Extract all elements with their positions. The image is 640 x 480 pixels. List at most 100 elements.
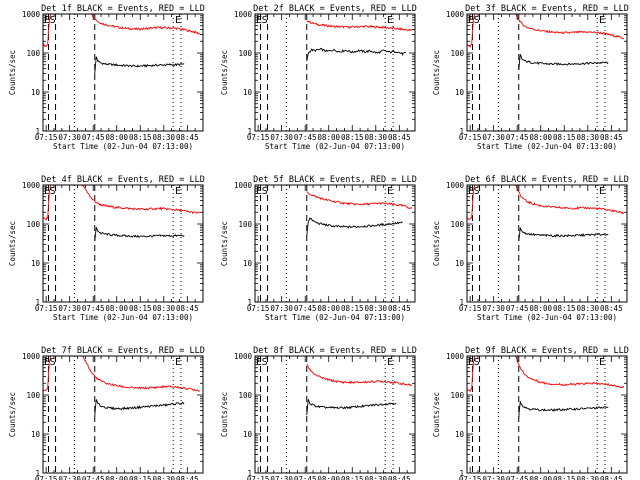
panel-title: Det 3f BLACK = Events, RED = LLD — [465, 4, 629, 14]
x-tick-label: 07:30 — [58, 304, 81, 313]
y-tick-label: 100 — [238, 49, 252, 58]
series-line-events — [306, 399, 397, 416]
detector-panel-9: Det 9f BLACK = Events, RED = LLD 1 10 100 10… — [432, 346, 629, 480]
panel-title: Det 1f BLACK = Events, RED = LLD — [41, 4, 205, 14]
series-line-lld — [467, 14, 625, 48]
series-line-lld — [43, 14, 201, 48]
y-tick-label: 1 — [35, 298, 40, 307]
y-tick-label: 1000 — [22, 10, 41, 19]
series-line-events — [518, 227, 609, 241]
y-tick-label: 1 — [459, 127, 464, 136]
x-tick-label: 08:00 — [105, 133, 128, 142]
y-tick-label: 1 — [247, 298, 252, 307]
x-tick-label: 08:45 — [600, 475, 623, 480]
x-tick-label: 07:15 — [459, 475, 482, 480]
x-tick-label: 08:30 — [364, 475, 387, 480]
segment-marker: E — [468, 357, 474, 368]
y-tick-label: 1 — [459, 298, 464, 307]
x-tick-label: 07:45 — [82, 475, 105, 480]
panel-title: Det 9f BLACK = Events, RED = LLD — [465, 346, 629, 356]
y-tick-label: 10 — [31, 430, 41, 439]
series-line-events — [94, 399, 185, 417]
x-axis-label: Start Time (02-Jun-04 07:13:00) — [265, 142, 405, 151]
x-tick-label: 08:00 — [317, 133, 340, 142]
x-tick-label: 08:45 — [388, 304, 411, 313]
y-axis-label: Counts/sec — [8, 50, 17, 95]
x-tick-label: 07:30 — [270, 133, 293, 142]
y-tick-label: 100 — [238, 391, 252, 400]
segment-marker: S — [474, 15, 480, 26]
y-tick-label: 1 — [459, 469, 464, 478]
y-tick-label: 100 — [26, 391, 40, 400]
x-tick-label: 08:15 — [553, 133, 576, 142]
y-tick-label: 1000 — [22, 352, 41, 361]
panel-data — [43, 356, 201, 473]
panel-title: Det 6f BLACK = Events, RED = LLD — [465, 175, 629, 185]
x-tick-label: 08:30 — [152, 304, 175, 313]
y-tick-label: 10 — [31, 88, 41, 97]
y-tick-label: 100 — [238, 220, 252, 229]
plot-frame — [254, 184, 416, 303]
series-line-lld — [43, 185, 201, 221]
x-axis-label: Start Time (02-Jun-04 07:13:00) — [265, 313, 405, 322]
segment-marker: E — [175, 357, 181, 368]
y-tick-label: 1 — [247, 127, 252, 136]
y-tick-label: 100 — [450, 220, 464, 229]
x-tick-label: 08:00 — [317, 304, 340, 313]
segment-marker: S — [262, 15, 268, 26]
segment-marker: S — [262, 186, 268, 197]
x-tick-label: 08:45 — [176, 133, 199, 142]
y-tick-label: 1 — [35, 127, 40, 136]
segment-marker: E — [468, 15, 474, 26]
x-axis-label: Start Time (02-Jun-04 07:13:00) — [53, 313, 193, 322]
y-tick-label: 10 — [455, 259, 465, 268]
x-tick-label: 08:45 — [388, 475, 411, 480]
panel-data — [259, 356, 413, 473]
x-tick-label: 07:45 — [294, 133, 317, 142]
y-tick-label: 10 — [31, 259, 41, 268]
segment-marker: E — [599, 186, 605, 197]
x-tick-label: 07:30 — [270, 475, 293, 480]
x-tick-label: 08:00 — [105, 475, 128, 480]
x-tick-label: 08:15 — [341, 133, 364, 142]
x-tick-label: 07:30 — [482, 304, 505, 313]
x-tick-label: 07:30 — [482, 133, 505, 142]
x-tick-label: 08:45 — [600, 304, 623, 313]
x-tick-label: 07:15 — [459, 133, 482, 142]
y-tick-label: 1000 — [446, 181, 465, 190]
x-tick-label: 08:30 — [576, 304, 599, 313]
detector-panel-3: Det 3f BLACK = Events, RED = LLD 1 10 100 10… — [432, 4, 629, 151]
panel-title: Det 7f BLACK = Events, RED = LLD — [41, 346, 205, 356]
segment-marker: S — [50, 357, 56, 368]
y-tick-label: 1 — [35, 469, 40, 478]
segment-marker: E — [256, 186, 262, 197]
x-tick-label: 08:00 — [529, 133, 552, 142]
x-tick-label: 07:15 — [35, 475, 58, 480]
panel-data — [467, 14, 625, 131]
x-tick-label: 08:00 — [105, 304, 128, 313]
detector-panel-2: Det 2f BLACK = Events, RED = LLD 1 10 100 10… — [220, 4, 417, 151]
series-line-lld — [306, 20, 413, 32]
y-tick-label: 10 — [243, 88, 253, 97]
y-axis-label: Counts/sec — [432, 392, 441, 437]
segment-marker: S — [474, 357, 480, 368]
x-tick-label: 07:45 — [82, 304, 105, 313]
segment-marker: E — [44, 186, 50, 197]
x-tick-label: 07:15 — [247, 475, 270, 480]
plot-frame — [42, 184, 204, 303]
detector-panel-5: Det 5f BLACK = Events, RED = LLD 1 10 100 10… — [220, 175, 417, 322]
detector-panel-7: Det 7f BLACK = Events, RED = LLD 1 10 100 10… — [8, 346, 205, 480]
x-tick-label: 07:45 — [82, 133, 105, 142]
x-tick-label: 08:00 — [529, 475, 552, 480]
plot-frame — [254, 355, 416, 474]
x-tick-label: 07:30 — [482, 475, 505, 480]
x-axis-label: Start Time (02-Jun-04 07:13:00) — [53, 142, 193, 151]
x-axis-label: Start Time (02-Jun-04 07:13:00) — [477, 313, 617, 322]
x-tick-label: 08:15 — [129, 475, 152, 480]
series-line-lld — [43, 356, 201, 392]
series-line-lld — [306, 191, 413, 210]
panel-title: Det 2f BLACK = Events, RED = LLD — [253, 4, 417, 14]
segment-marker: E — [387, 15, 393, 26]
segment-marker: E — [175, 186, 181, 197]
